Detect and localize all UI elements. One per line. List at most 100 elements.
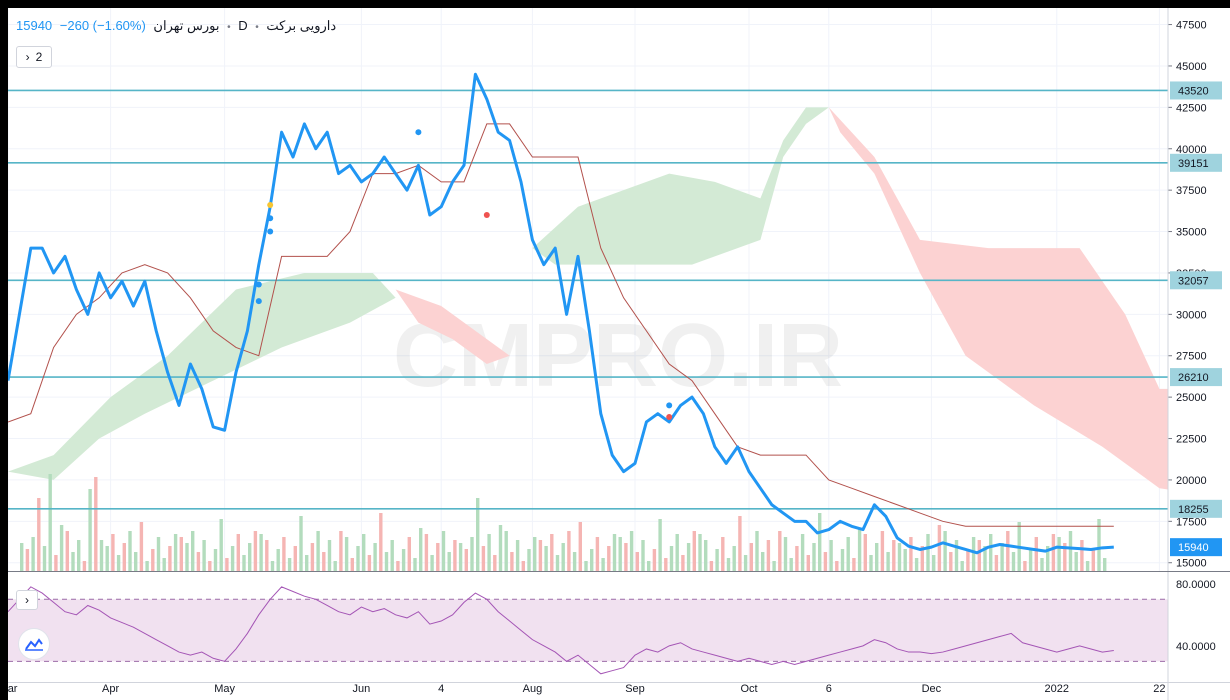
volume-bar bbox=[971, 537, 976, 571]
price-line bbox=[8, 72, 1114, 555]
y-tick-label: 20000 bbox=[1176, 475, 1207, 487]
volume-bar bbox=[1051, 534, 1056, 571]
volume-bar bbox=[493, 555, 497, 571]
y-tick-label: 27500 bbox=[1176, 351, 1207, 363]
interval-label[interactable]: D bbox=[238, 18, 248, 33]
volume-bar bbox=[538, 540, 543, 571]
volume-bar bbox=[823, 552, 828, 571]
volume-bar bbox=[937, 525, 942, 571]
volume-bar bbox=[954, 540, 959, 571]
volume-bar bbox=[299, 516, 303, 571]
volume-bar bbox=[464, 549, 468, 571]
volume-bar bbox=[441, 531, 446, 571]
volume-bar bbox=[436, 543, 440, 571]
price-axis[interactable]: 1500017500200002250025000275003000032500… bbox=[1168, 20, 1222, 570]
volume-bar bbox=[612, 534, 617, 571]
volume-bar bbox=[219, 519, 223, 571]
signal-dot bbox=[267, 228, 274, 235]
x-tick-label: 22 bbox=[1153, 683, 1165, 695]
volume-bar bbox=[122, 543, 126, 571]
volume-bar bbox=[914, 558, 919, 571]
volume-bar bbox=[1091, 549, 1095, 571]
volume-bar bbox=[453, 540, 457, 571]
volume-bar bbox=[1006, 531, 1010, 571]
signal-dot bbox=[666, 414, 673, 421]
level-tag-label: 32057 bbox=[1178, 275, 1209, 287]
volume-bar bbox=[31, 537, 35, 571]
y-tick-label: 17500 bbox=[1176, 516, 1207, 528]
time-axis[interactable]: Mar Apr May Jun 4 Aug Sep Oct 6 Dec 2022 22 bbox=[8, 683, 1166, 695]
volume-bar bbox=[248, 543, 252, 571]
volume-bar bbox=[25, 549, 30, 571]
volume-bar bbox=[344, 537, 349, 571]
volume-bar bbox=[818, 513, 822, 571]
signal-dot bbox=[255, 281, 262, 288]
volume-bar bbox=[242, 555, 246, 571]
last-price-tag bbox=[1170, 538, 1222, 557]
volume-bar bbox=[481, 546, 486, 571]
volume-bar bbox=[208, 561, 212, 571]
level-tag bbox=[1170, 271, 1222, 290]
indicators-toggle-button[interactable]: › 2 bbox=[16, 46, 52, 68]
cloud-bear bbox=[395, 289, 510, 365]
volume-bar bbox=[259, 534, 263, 571]
volume-bar bbox=[766, 540, 771, 571]
x-tick-label: Oct bbox=[740, 683, 757, 695]
volume-bar bbox=[293, 546, 297, 571]
volume-bar bbox=[1040, 558, 1044, 571]
volume-bar bbox=[1074, 552, 1078, 571]
volume-bar bbox=[664, 558, 668, 571]
level-tag bbox=[1170, 81, 1222, 100]
signal-dots bbox=[255, 129, 673, 421]
volume-bar bbox=[447, 552, 451, 571]
volume-bar bbox=[82, 561, 87, 571]
level-lines[interactable] bbox=[8, 89, 1168, 510]
volume-bar bbox=[652, 549, 657, 571]
volume-bar bbox=[173, 534, 178, 571]
volume-bar bbox=[151, 549, 155, 571]
volume-bar bbox=[869, 555, 873, 571]
volume-bar bbox=[1011, 552, 1016, 571]
tradingview-logo-icon[interactable] bbox=[18, 628, 50, 660]
volume-bar bbox=[669, 546, 674, 571]
level-tag-label: 26210 bbox=[1178, 372, 1209, 384]
volume-bar bbox=[715, 549, 719, 571]
chart-canvas[interactable]: CMPRO.IR 40.0000 80.0000 15000 17500 20000 2… bbox=[8, 8, 1230, 700]
rsi-toggle-button[interactable]: › bbox=[16, 590, 38, 610]
volume-bar bbox=[595, 537, 600, 571]
volume-bar bbox=[54, 555, 58, 571]
volume-bar bbox=[1046, 546, 1050, 571]
symbol-name[interactable]: دارویی برکت bbox=[266, 18, 337, 33]
x-tick-label: Apr bbox=[102, 683, 119, 695]
volume-bar bbox=[852, 558, 856, 571]
volume-bar bbox=[373, 543, 377, 571]
volume-bar bbox=[863, 534, 867, 571]
cloud-bull bbox=[532, 107, 829, 265]
volume-bar bbox=[413, 558, 417, 571]
volume-bar bbox=[795, 546, 799, 571]
volume-bar bbox=[145, 561, 149, 571]
level-tag bbox=[1170, 153, 1222, 172]
volume-bar bbox=[1085, 561, 1090, 571]
volume-bar bbox=[327, 540, 332, 571]
last-price-tag-label: 15940 bbox=[1178, 542, 1209, 554]
volume-bar bbox=[829, 540, 833, 571]
volume-bar bbox=[390, 540, 394, 571]
volume-bar bbox=[692, 531, 696, 571]
volume-bar bbox=[310, 543, 315, 571]
volume-bar bbox=[59, 525, 64, 571]
volume-bar bbox=[749, 543, 753, 571]
volume-bar bbox=[966, 549, 970, 571]
volume-bar bbox=[362, 534, 366, 571]
volume-bar bbox=[920, 546, 924, 571]
y-tick-label: 40000 bbox=[1176, 144, 1207, 156]
volume-bar bbox=[128, 531, 132, 571]
volume-bar bbox=[544, 546, 548, 571]
volume-bar bbox=[401, 549, 406, 571]
volume-bar bbox=[379, 513, 383, 571]
signal-dot bbox=[255, 298, 262, 305]
volume-bar bbox=[709, 561, 714, 571]
volume-bar bbox=[196, 552, 201, 571]
volume-bar bbox=[590, 549, 594, 571]
x-tick-label: Sep bbox=[625, 683, 645, 695]
